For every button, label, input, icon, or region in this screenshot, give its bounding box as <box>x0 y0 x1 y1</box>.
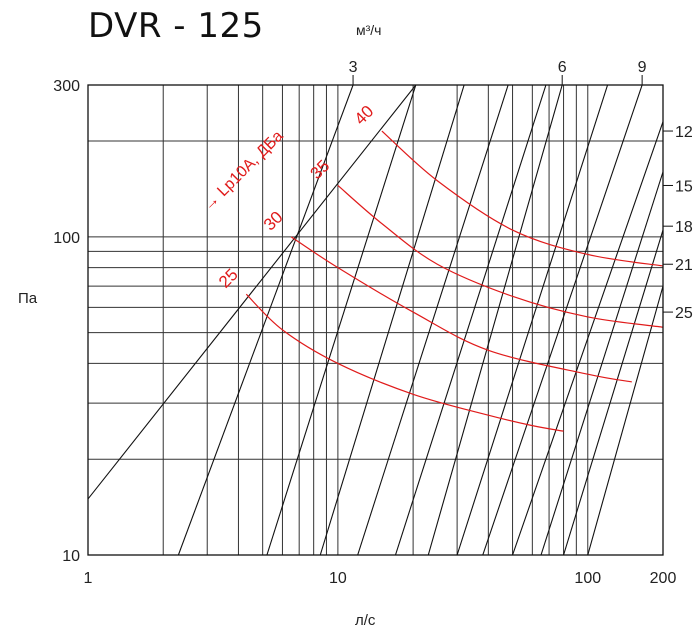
diagonal-line <box>394 85 547 555</box>
diagonal-line <box>266 85 417 555</box>
x-tick-label: 10 <box>329 570 347 587</box>
top-tick-label: 9 <box>638 59 647 76</box>
curve-25 <box>245 293 564 432</box>
diagonal-line <box>177 85 354 555</box>
diagonal-line <box>540 171 663 555</box>
plot-border <box>87 84 664 556</box>
right-tick-label: 15 <box>675 178 693 195</box>
diagonal-lines <box>88 85 663 555</box>
right-tick-label: 18 <box>675 219 693 236</box>
diagonal-line <box>587 285 663 555</box>
right-tick-label: 25 <box>675 305 693 322</box>
curve-35 <box>337 185 663 328</box>
chart-title: DVR - 125 <box>88 6 264 46</box>
y-tick-label: 10 <box>62 548 80 565</box>
curve-label-25: 25 <box>215 265 242 292</box>
grid <box>87 84 664 556</box>
top-tick-label: 6 <box>558 59 567 76</box>
plot-frame <box>87 84 664 556</box>
y-tick-label: 300 <box>53 78 80 95</box>
diagonal-line <box>512 121 663 555</box>
diagonal-line <box>357 85 509 555</box>
x-tick-label: 1 <box>84 570 93 587</box>
right-tick-label: 12 <box>675 124 693 141</box>
y-axis-label: Па <box>18 290 38 307</box>
right-tick-label: 21 <box>675 257 693 274</box>
curve-30 <box>290 236 632 383</box>
curves <box>245 130 663 432</box>
diagonal-line <box>482 85 643 555</box>
diagonal-line <box>563 229 663 555</box>
top-axis-unit: м³/ч <box>356 22 382 38</box>
x-tick-label: 200 <box>650 570 677 587</box>
diagonal-line <box>427 85 563 555</box>
diagonal-line <box>88 85 417 500</box>
curve-40 <box>381 130 663 267</box>
diagonal-line <box>319 85 465 555</box>
curve-label-40: 40 <box>351 102 378 129</box>
top-tick-label: 3 <box>349 59 358 76</box>
x-tick-label: 100 <box>574 570 601 587</box>
y-tick-label: 100 <box>53 230 80 247</box>
diagonal-line <box>456 85 609 555</box>
x-axis-label: л/с <box>355 612 376 629</box>
curve-label-35: 35 <box>307 156 334 183</box>
